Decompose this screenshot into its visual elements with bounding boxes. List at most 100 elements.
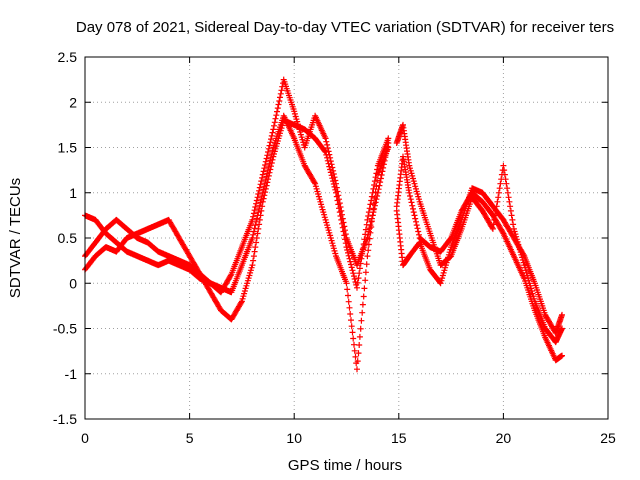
data-point: [250, 228, 257, 235]
data-point: [370, 209, 377, 216]
data-point: [334, 188, 341, 195]
data-point: [271, 119, 278, 126]
data-point: [277, 94, 283, 101]
data-point: [366, 225, 373, 232]
data-point: [272, 115, 279, 122]
data-point: [382, 154, 389, 161]
data-point: [371, 205, 378, 212]
data-point: [411, 212, 418, 219]
data-point: [356, 265, 363, 272]
data-point: [369, 189, 376, 196]
data-point: [365, 247, 372, 254]
x-tick-label: 25: [600, 430, 616, 446]
data-point: [414, 225, 421, 232]
data-point: [362, 277, 369, 284]
data-point: [355, 275, 362, 282]
data-point: [251, 225, 258, 232]
data-point: [504, 185, 511, 192]
data-point: [368, 215, 375, 222]
data-point: [251, 207, 258, 214]
data-point: [339, 215, 346, 222]
x-tick-label: 10: [286, 430, 302, 446]
data-point: [331, 174, 338, 181]
data-point: [252, 244, 259, 251]
data-point: [359, 301, 366, 308]
data-point: [356, 270, 363, 277]
data-point: [328, 161, 335, 168]
y-tick-label: 1.5: [58, 140, 78, 156]
data-point: [262, 180, 269, 187]
data-point: [489, 224, 496, 231]
data-point: [416, 231, 422, 238]
data-point: [377, 179, 384, 186]
data-point: [354, 284, 360, 291]
data-point: [268, 136, 274, 143]
data-point: [345, 298, 352, 305]
data-point: [410, 205, 416, 212]
data-point: [520, 251, 527, 258]
data-point: [407, 193, 413, 199]
data-point: [250, 253, 257, 260]
data-point: [369, 212, 376, 219]
data-point: [380, 164, 387, 171]
data-point: [342, 227, 348, 234]
data-point: [254, 212, 261, 219]
data-point: [384, 143, 391, 150]
data-point: [407, 196, 414, 203]
data-point: [350, 270, 357, 277]
data-point: [250, 210, 257, 217]
data-point: [346, 255, 353, 262]
data-point: [255, 209, 262, 216]
data-point: [506, 198, 513, 205]
data-point: [354, 358, 361, 365]
data-point: [345, 292, 351, 299]
data-point: [253, 197, 260, 204]
data-point: [383, 147, 390, 154]
data-point: [263, 173, 270, 180]
data-point: [262, 158, 269, 165]
y-axis-label: SDTVAR / TECUs: [7, 178, 24, 298]
data-point: [351, 347, 358, 354]
data-point: [269, 147, 276, 154]
data-point: [372, 199, 379, 206]
data-point: [377, 175, 384, 182]
data-point: [238, 299, 245, 306]
data-point: [261, 165, 268, 172]
data-points: [82, 76, 565, 373]
data-point: [496, 185, 503, 192]
data-point: [255, 191, 262, 197]
data-point: [327, 158, 334, 165]
y-tick-label: 2: [69, 94, 77, 110]
data-point: [256, 216, 263, 223]
data-point: [368, 197, 375, 204]
data-point: [257, 181, 264, 188]
data-point: [349, 267, 356, 274]
data-point: [333, 180, 339, 187]
data-point: [332, 177, 339, 184]
data-point: [258, 196, 265, 203]
data-point: [259, 193, 266, 199]
y-tick-label: -1: [65, 366, 78, 382]
data-point: [262, 176, 269, 183]
data-point: [501, 171, 508, 178]
data-point: [260, 186, 267, 193]
series-track-b: [82, 112, 392, 373]
data-point: [259, 189, 266, 196]
data-point: [311, 179, 318, 186]
data-point: [253, 215, 260, 222]
y-tick-label: 0: [69, 275, 77, 291]
data-point: [507, 203, 514, 210]
data-point: [410, 209, 417, 216]
data-point: [351, 341, 357, 348]
data-point: [406, 189, 413, 196]
data-point: [348, 264, 355, 271]
data-point: [257, 199, 264, 206]
data-point: [376, 182, 383, 189]
data-point: [373, 196, 380, 203]
data-point: [367, 201, 374, 208]
data-point: [364, 235, 371, 241]
data-point: [505, 194, 512, 201]
data-point: [256, 202, 263, 209]
data-point: [265, 145, 272, 152]
